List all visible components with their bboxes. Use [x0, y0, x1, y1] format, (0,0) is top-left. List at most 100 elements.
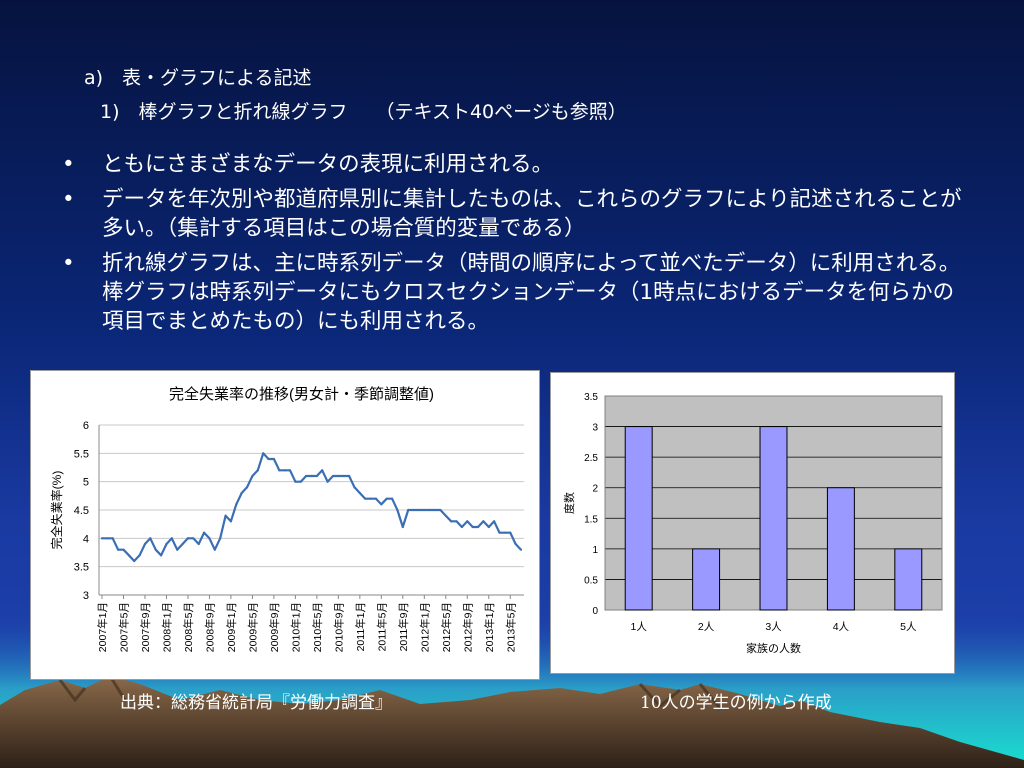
x-tick-label: 2008年5月	[182, 602, 195, 652]
bullet-marker: •	[62, 251, 75, 276]
data-point	[433, 508, 437, 512]
data-point	[159, 554, 163, 557]
data-point	[186, 537, 190, 540]
data-point	[514, 542, 517, 546]
y-tick-label: 6	[83, 420, 89, 432]
x-tick-label: 2011年9月	[397, 602, 410, 651]
x-tick-label: 5人	[900, 621, 917, 633]
data-point	[390, 497, 394, 500]
data-point	[288, 469, 292, 472]
data-point	[165, 542, 168, 546]
data-point	[262, 452, 265, 455]
example-caption-text: 人の学生の例から作成	[661, 693, 832, 713]
data-point	[170, 537, 173, 540]
x-tick-label: 2007年1月	[96, 602, 109, 652]
data-point	[197, 542, 200, 546]
data-point	[181, 542, 184, 546]
data-point	[444, 514, 447, 517]
bullet-item: • データを年次別や都道府県別に集計したものは、これらのグラフにより記述されること…	[62, 185, 962, 243]
data-point	[374, 497, 378, 500]
data-point	[192, 537, 195, 540]
bullet-text: 折れ線グラフは、主に時系列データ（時間の順序によって並べたデータ）に利用される。…	[102, 251, 961, 334]
data-point	[154, 548, 157, 551]
y-tick-label: 5.5	[74, 448, 89, 460]
data-point	[455, 520, 458, 523]
example-caption: 10人の学生の例から作成	[640, 692, 832, 714]
data-point	[412, 508, 415, 512]
data-point	[278, 469, 281, 472]
x-tick-label: 1人	[631, 621, 648, 633]
data-point	[149, 537, 152, 540]
data-point	[229, 520, 233, 523]
y-tick-label: 0	[592, 606, 598, 617]
bar	[894, 548, 923, 611]
bullet-text: ともにさまざまなデータの表現に利用される。	[102, 152, 554, 177]
x-tick-label: 2011年5月	[375, 602, 388, 651]
y-tick-label: 4	[83, 533, 89, 545]
data-point	[272, 457, 275, 461]
data-point	[348, 474, 351, 478]
subsection-title: 1) 棒グラフと折れ線グラフ	[100, 101, 348, 123]
data-point	[224, 514, 227, 517]
section-heading: a) 表・グラフによる記述	[84, 67, 312, 89]
data-point	[219, 537, 222, 540]
data-point	[364, 497, 367, 500]
x-tick-label: 2013年5月	[504, 602, 517, 652]
y-tick-label: 3.5	[584, 392, 598, 403]
data-point	[326, 480, 329, 483]
data-point	[482, 520, 485, 523]
x-tick-label: 2009年5月	[246, 602, 259, 652]
data-point	[299, 480, 302, 483]
bullet-list: • ともにさまざまなデータの表現に利用される。 • データを年次別や都道府県別に集計…	[62, 150, 962, 342]
bar	[759, 426, 788, 611]
x-tick-label: 2009年1月	[225, 602, 238, 652]
data-point	[208, 537, 211, 540]
data-point	[471, 525, 474, 529]
y-tick-label: 3	[83, 590, 89, 602]
data-point	[133, 559, 136, 563]
x-tick-label: 2人	[698, 621, 715, 633]
data-point	[100, 537, 104, 540]
data-point	[385, 497, 388, 500]
bar	[826, 487, 855, 611]
x-tick-label: 4人	[833, 621, 850, 633]
bar-chart-panel: 0 0.5 1 1.5 2 2.5 3 3.5 1人 2人 3人 4人 5人 家族の人数 度数	[550, 372, 955, 674]
bullet-marker: •	[62, 187, 75, 212]
y-tick-label: 2.5	[584, 453, 598, 464]
chart-title: 完全失業率の推移(男女計・季節調整値)	[169, 385, 434, 403]
y-tick-label: 3.5	[74, 562, 89, 574]
data-point	[380, 503, 383, 506]
y-tick-label: 1	[592, 545, 598, 556]
x-tick-label: 2007年9月	[139, 602, 152, 652]
data-point	[143, 542, 147, 546]
data-point	[358, 491, 361, 495]
data-point	[476, 525, 480, 529]
y-tick-label: 1.5	[584, 514, 598, 525]
x-tick-label: 2012年5月	[440, 602, 453, 652]
data-point	[407, 508, 410, 512]
x-tick-label: 2009年9月	[268, 602, 281, 652]
data-point	[127, 554, 130, 557]
data-point	[111, 537, 114, 540]
data-point	[450, 520, 453, 523]
data-point	[498, 531, 501, 534]
bar	[692, 548, 721, 611]
data-point	[396, 508, 399, 512]
data-point	[106, 537, 109, 540]
data-point	[283, 469, 286, 472]
data-point	[138, 554, 141, 557]
x-tick-label: 3人	[765, 621, 782, 633]
data-point	[202, 531, 206, 534]
y-tick-label: 4.5	[74, 505, 89, 517]
data-point	[294, 480, 297, 483]
data-point	[353, 486, 356, 489]
data-point	[428, 508, 431, 512]
data-point	[213, 548, 216, 551]
x-tick-label: 2008年1月	[160, 602, 173, 652]
x-axis-label: 家族の人数	[746, 641, 801, 655]
line-chart-panel: 完全失業率の推移(男女計・季節調整値) 3 3.5 4 4.5 5 5.5 6 完全失業率(%)…	[30, 370, 540, 680]
data-point	[122, 548, 125, 551]
data-point	[315, 474, 318, 478]
data-point	[337, 474, 340, 478]
